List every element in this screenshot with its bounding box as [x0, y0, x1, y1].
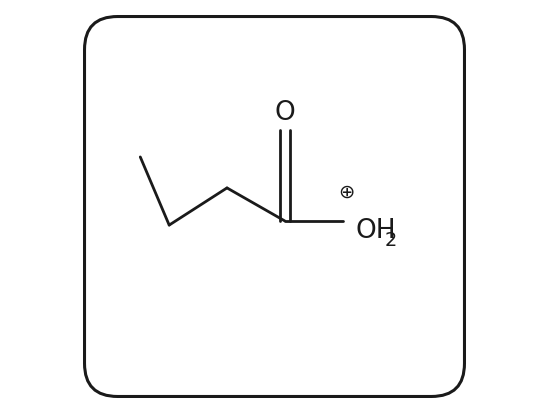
Text: 2: 2	[385, 231, 397, 250]
FancyBboxPatch shape	[85, 17, 464, 396]
Text: ⊕: ⊕	[339, 183, 355, 202]
Text: O: O	[274, 100, 295, 126]
Text: OH: OH	[355, 218, 396, 244]
